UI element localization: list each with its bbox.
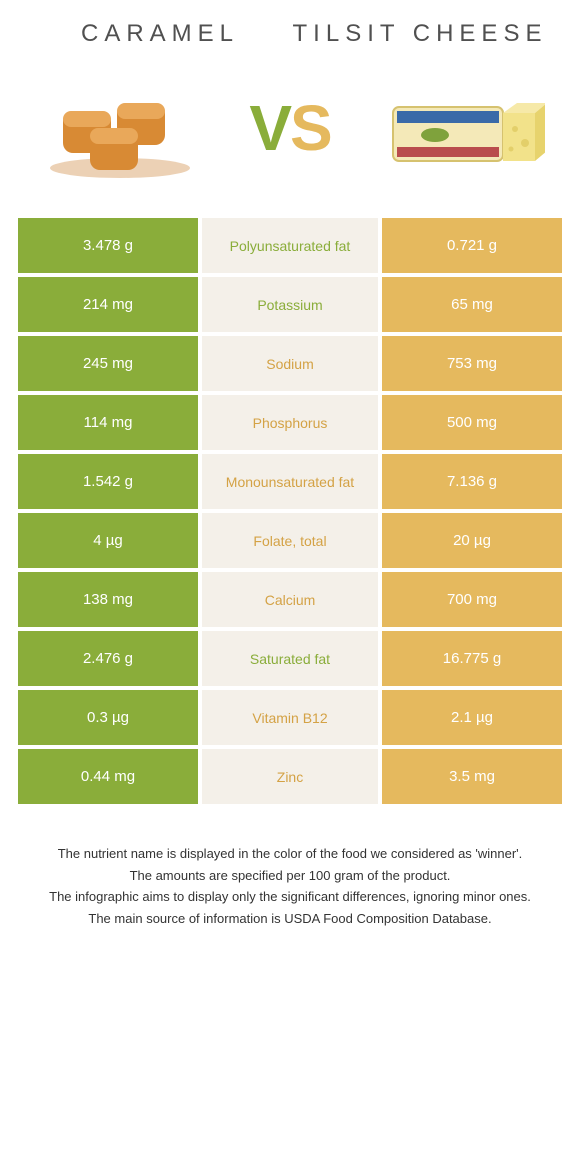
nutrient-label: Zinc: [202, 749, 378, 804]
left-value: 0.44 mg: [18, 749, 198, 804]
right-value: 500 mg: [382, 395, 562, 450]
nutrient-label: Vitamin B12: [202, 690, 378, 745]
left-value: 114 mg: [18, 395, 198, 450]
nutrient-label: Phosphorus: [202, 395, 378, 450]
nutrient-label: Saturated fat: [202, 631, 378, 686]
right-value: 65 mg: [382, 277, 562, 332]
table-row: 2.476 gSaturated fat16.775 g: [18, 631, 562, 686]
hero-row: VS Tilsiter: [0, 58, 580, 208]
left-value: 245 mg: [18, 336, 198, 391]
table-row: 4 µgFolate, total20 µg: [18, 513, 562, 568]
nutrient-label: Potassium: [202, 277, 378, 332]
cheese-image: Tilsiter: [370, 68, 550, 188]
right-value: 3.5 mg: [382, 749, 562, 804]
footnote-line: The main source of information is USDA F…: [28, 909, 552, 929]
table-row: 0.44 mgZinc3.5 mg: [18, 749, 562, 804]
caramel-image: [30, 68, 210, 188]
left-value: 3.478 g: [18, 218, 198, 273]
right-value: 20 µg: [382, 513, 562, 568]
table-row: 1.542 gMonounsaturated fat7.136 g: [18, 454, 562, 509]
nutrient-label: Calcium: [202, 572, 378, 627]
table-row: 138 mgCalcium700 mg: [18, 572, 562, 627]
right-value: 2.1 µg: [382, 690, 562, 745]
left-value: 4 µg: [18, 513, 198, 568]
left-value: 138 mg: [18, 572, 198, 627]
nutrient-label: Polyunsaturated fat: [202, 218, 378, 273]
table-row: 114 mgPhosphorus500 mg: [18, 395, 562, 450]
footnote-line: The infographic aims to display only the…: [28, 887, 552, 907]
table-row: 0.3 µgVitamin B122.1 µg: [18, 690, 562, 745]
nutrient-label: Sodium: [202, 336, 378, 391]
footnote-line: The amounts are specified per 100 gram o…: [28, 866, 552, 886]
right-title: Tilsit cheese: [290, 20, 550, 48]
table-row: 214 mgPotassium65 mg: [18, 277, 562, 332]
table-row: 245 mgSodium753 mg: [18, 336, 562, 391]
left-value: 214 mg: [18, 277, 198, 332]
left-value: 1.542 g: [18, 454, 198, 509]
right-value: 753 mg: [382, 336, 562, 391]
right-value: 16.775 g: [382, 631, 562, 686]
right-value: 0.721 g: [382, 218, 562, 273]
footnotes: The nutrient name is displayed in the co…: [28, 844, 552, 928]
right-value: 7.136 g: [382, 454, 562, 509]
vs-label: VS: [249, 91, 330, 165]
left-title: Caramel: [30, 20, 290, 48]
comparison-table: 3.478 gPolyunsaturated fat0.721 g214 mgP…: [18, 218, 562, 804]
left-value: 0.3 µg: [18, 690, 198, 745]
svg-text:Tilsiter: Tilsiter: [447, 113, 477, 124]
left-value: 2.476 g: [18, 631, 198, 686]
right-value: 700 mg: [382, 572, 562, 627]
header: Caramel Tilsit cheese: [0, 0, 580, 58]
footnote-line: The nutrient name is displayed in the co…: [28, 844, 552, 864]
table-row: 3.478 gPolyunsaturated fat0.721 g: [18, 218, 562, 273]
nutrient-label: Monounsaturated fat: [202, 454, 378, 509]
vs-s: S: [290, 92, 331, 164]
nutrient-label: Folate, total: [202, 513, 378, 568]
vs-v: V: [249, 92, 290, 164]
